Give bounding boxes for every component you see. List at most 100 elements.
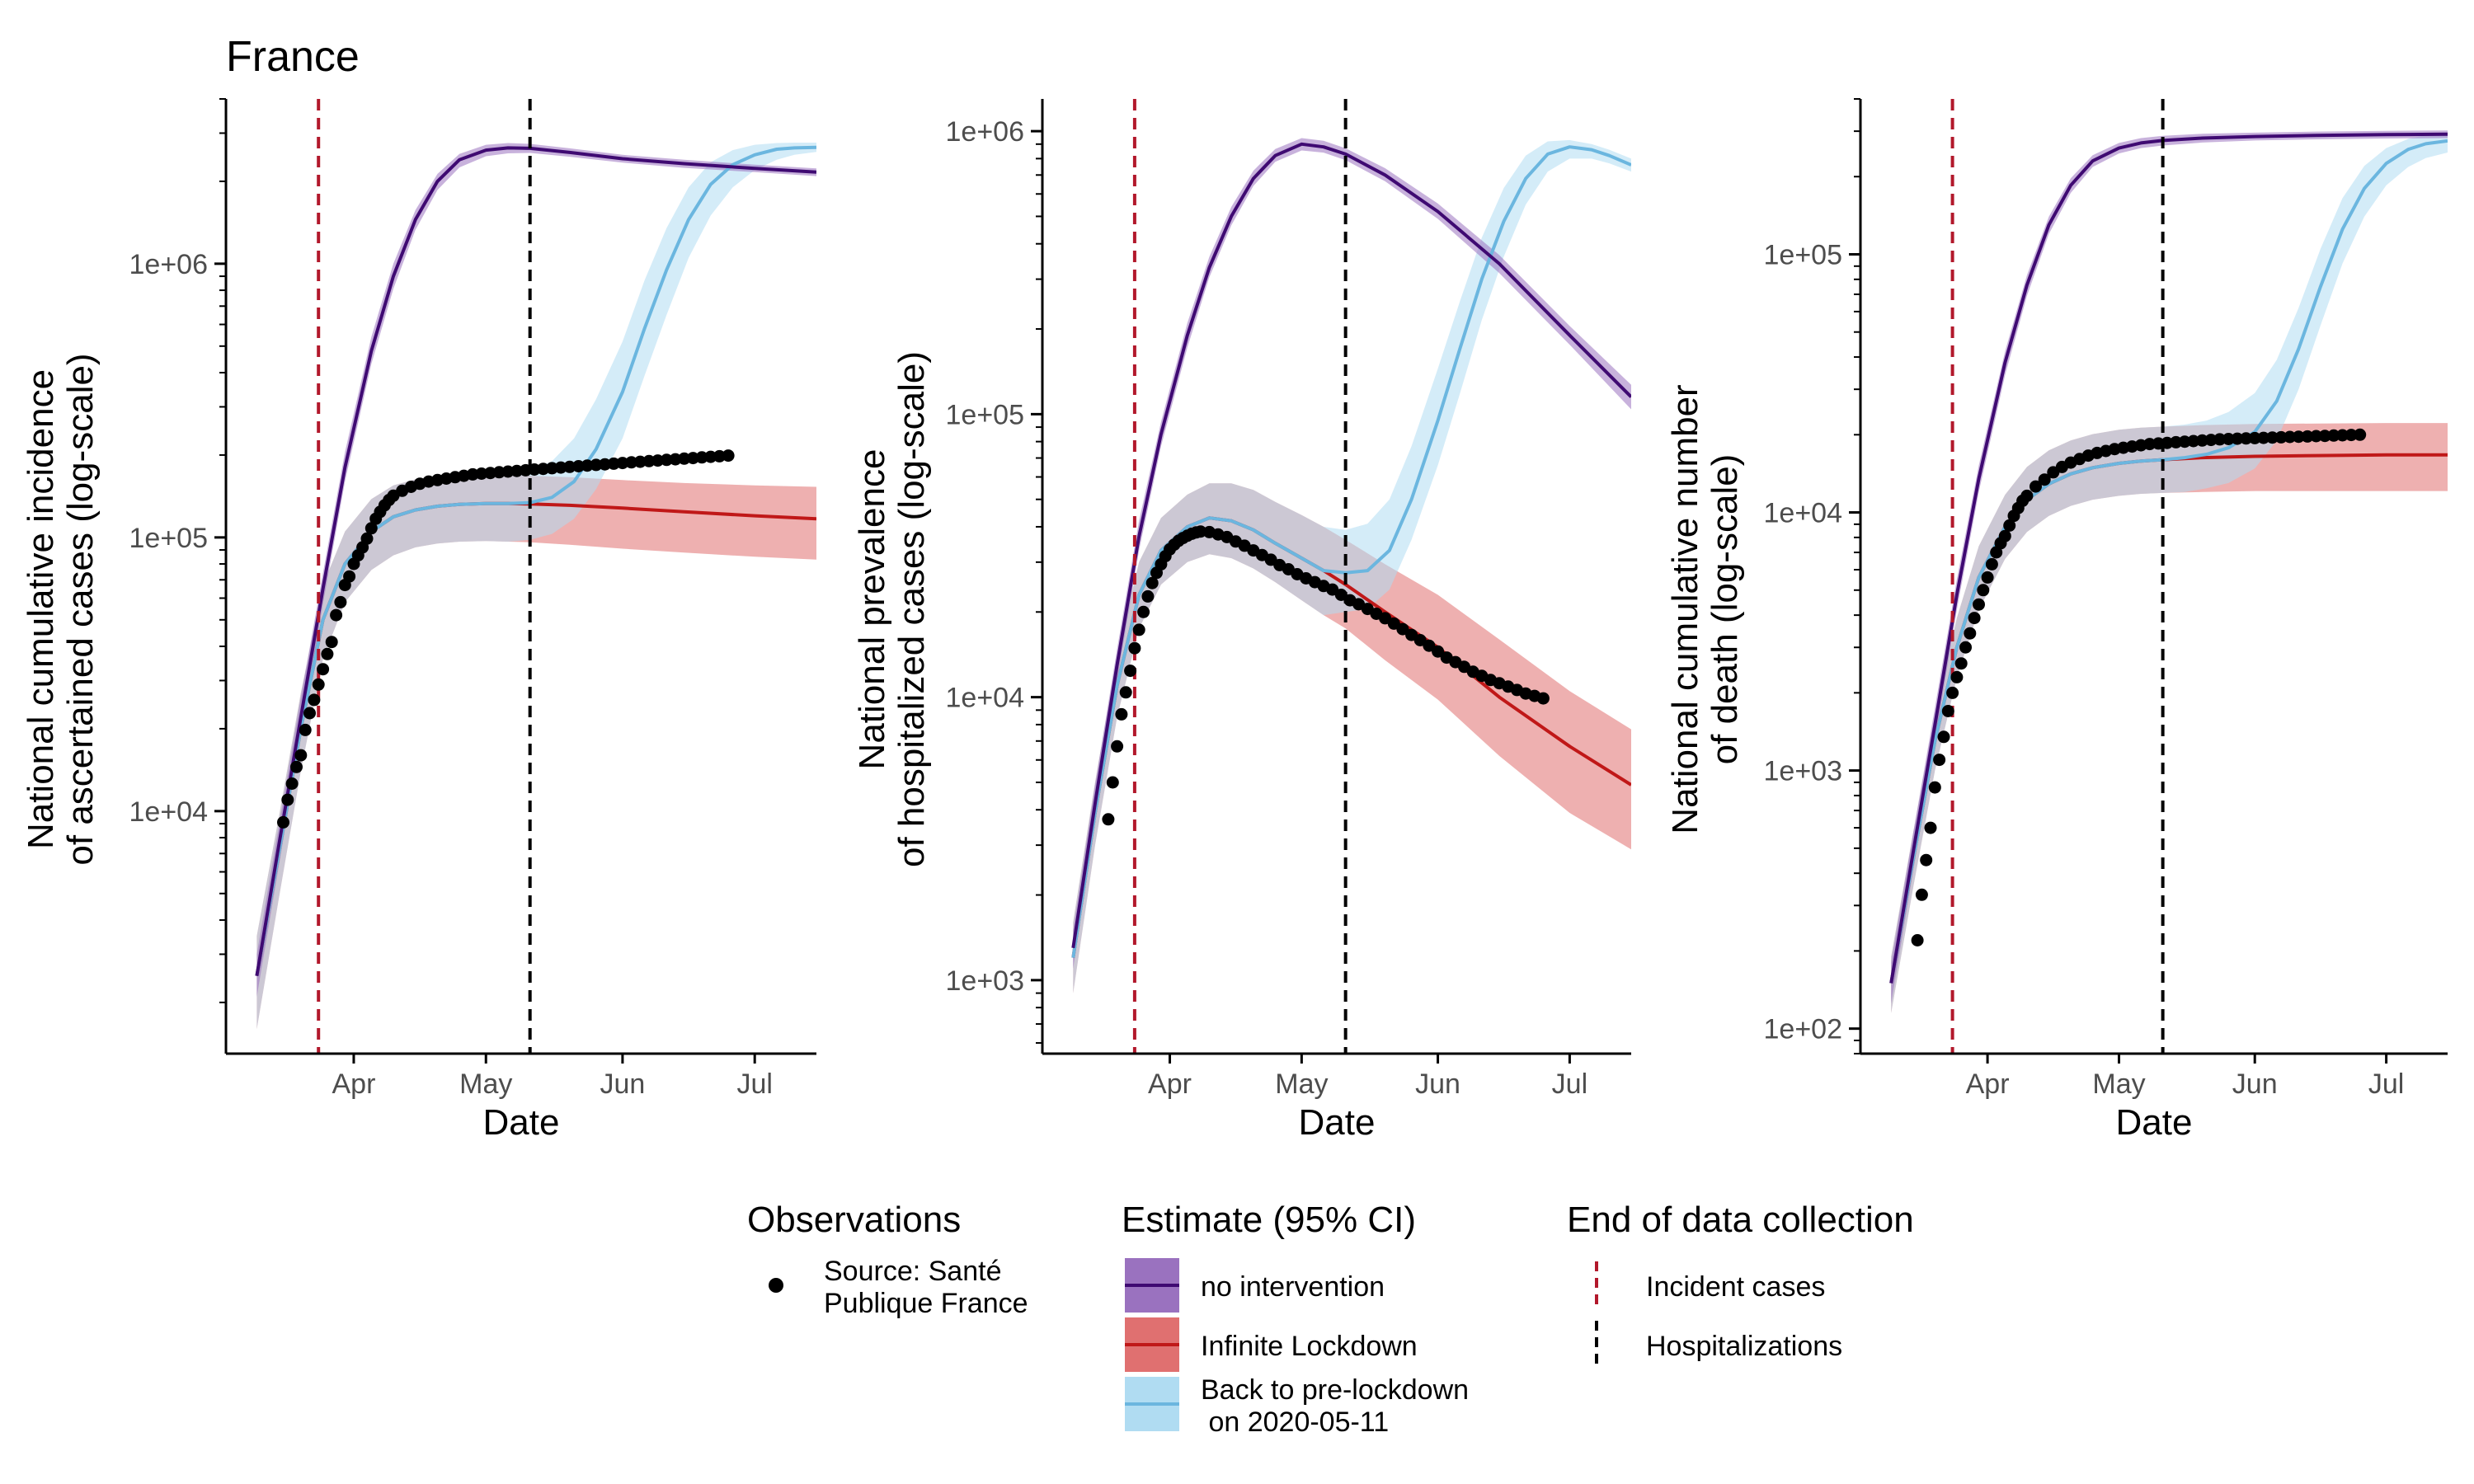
x-tick-label: Jun xyxy=(600,1068,645,1100)
observation-point xyxy=(607,457,620,470)
observation-point xyxy=(1937,730,1950,744)
observation-point xyxy=(1928,781,1941,794)
observation-point xyxy=(1990,546,2003,559)
observation-point xyxy=(2030,480,2042,493)
observation-point xyxy=(2020,489,2034,502)
observation-point xyxy=(651,454,665,467)
observation-point xyxy=(317,663,330,676)
y-tick-label: 1e+06 xyxy=(129,249,209,280)
y-tick-label: 1e+05 xyxy=(129,523,209,554)
legend-end-of-data: End of data collection Incident cases Ho… xyxy=(1567,1200,1914,1370)
panel-cumulative-deaths: 1e+02 1e+03 1e+04 1e+05 Apr May Jun Jul Date Nati… xyxy=(1665,98,2448,1143)
observation-point xyxy=(1432,645,1445,658)
observation-point xyxy=(669,453,682,466)
legend-prelockdown-label-line-2: on 2020-05-11 xyxy=(1201,1407,1389,1438)
observation-point xyxy=(2213,433,2227,446)
y-tick-label: 1e+04 xyxy=(1764,498,1843,529)
observation-point xyxy=(330,608,343,622)
observation-point xyxy=(1102,813,1115,826)
panel-hospital-prevalence: 1e+03 1e+04 1e+05 1e+06 Apr May Jun Jul Date Nati… xyxy=(852,99,1631,1143)
observation-point xyxy=(1915,888,1928,901)
observation-point xyxy=(625,456,638,469)
x-tick-label: Jul xyxy=(1552,1068,1587,1100)
observation-point xyxy=(1920,853,1933,866)
observation-point xyxy=(660,453,673,467)
figure-title: France xyxy=(226,33,360,81)
observation-point xyxy=(1977,584,1990,597)
observation-point xyxy=(365,522,378,535)
observation-point xyxy=(1413,634,1427,646)
y-axis-title: National cumulative numberof death (log-… xyxy=(1665,384,1745,834)
observation-point xyxy=(1924,821,1937,834)
legend-no-intervention-label: no intervention xyxy=(1201,1271,1385,1303)
legend-estimate: Estimate (95% CI) no intervention Infini… xyxy=(1122,1200,1469,1438)
x-tick-label: Jun xyxy=(2232,1068,2278,1100)
legend: Observations Source: Santé Publique Fran… xyxy=(747,1200,1914,1438)
legend-lockdown-label: Infinite Lockdown xyxy=(1201,1331,1418,1362)
observation-point xyxy=(1950,670,1964,683)
x-tick-label: May xyxy=(1275,1068,1328,1100)
observation-point xyxy=(537,463,550,476)
observation-point xyxy=(2327,429,2340,442)
observation-point xyxy=(590,458,603,472)
observation-point xyxy=(1536,692,1550,705)
observation-point xyxy=(2038,473,2051,486)
x-axis-title: Date xyxy=(483,1102,560,1143)
observation-point xyxy=(2222,433,2235,445)
observation-point xyxy=(2257,431,2270,444)
observation-point xyxy=(1141,589,1155,603)
observation-point xyxy=(686,452,699,465)
observation-point xyxy=(2354,428,2367,441)
legend-observations: Observations Source: Santé Publique Fran… xyxy=(747,1200,1028,1319)
observation-point xyxy=(466,467,479,481)
observation-point xyxy=(334,595,347,608)
observation-point xyxy=(294,749,308,762)
observation-point xyxy=(281,793,294,806)
observation-point xyxy=(2301,430,2314,443)
observation-point xyxy=(1128,641,1141,655)
observation-point xyxy=(2345,429,2358,442)
observation-point xyxy=(2161,436,2174,449)
observation-point xyxy=(1423,639,1436,652)
observation-point xyxy=(1954,657,1968,670)
legend-incident-label: Incident cases xyxy=(1646,1271,1825,1303)
y-tick-label: 1e+05 xyxy=(1764,239,1843,270)
observation-point xyxy=(1911,934,1924,946)
observation-point xyxy=(1981,571,1994,584)
observation-point xyxy=(563,460,576,473)
legend-observation-point xyxy=(769,1278,783,1293)
observation-point xyxy=(2336,429,2349,442)
y-tick-label: 1e+03 xyxy=(1764,756,1843,787)
observation-point xyxy=(1132,623,1145,636)
observation-point xyxy=(1115,707,1128,721)
panel-cumulative-incidence: 1e+04 1e+05 1e+06 Apr May Jun Jul Date National … xyxy=(21,98,816,1143)
x-tick-label: Jul xyxy=(2368,1068,2404,1100)
series-line-no-intervention xyxy=(1889,132,2448,984)
observation-point xyxy=(501,465,515,478)
observation-point xyxy=(599,458,611,471)
observation-point xyxy=(492,466,506,479)
observation-point xyxy=(1941,705,1954,717)
observation-point xyxy=(722,449,735,463)
x-tick-label: May xyxy=(459,1068,512,1100)
x-axis-title: Date xyxy=(1299,1102,1376,1143)
observation-point xyxy=(1334,589,1348,601)
series-line-no-intervention xyxy=(255,146,816,977)
observation-point xyxy=(1933,754,1946,767)
observation-point xyxy=(1106,776,1119,789)
y-tick-label: 1e+02 xyxy=(1764,1014,1843,1045)
legend-observation-label-line-1: Source: Santé xyxy=(824,1256,1001,1287)
observation-point xyxy=(1124,665,1137,678)
y-tick-label: 1e+04 xyxy=(946,683,1025,714)
observation-point xyxy=(321,647,334,660)
observation-point xyxy=(308,693,321,707)
observation-point xyxy=(678,452,691,465)
observation-point xyxy=(1973,598,1985,611)
observation-point xyxy=(581,459,594,472)
x-tick-label: May xyxy=(2092,1068,2145,1100)
observation-point xyxy=(1111,740,1124,753)
observation-point xyxy=(2231,432,2244,445)
y-tick-label: 1e+03 xyxy=(946,965,1025,997)
y-tick-label: 1e+04 xyxy=(129,796,209,828)
observation-point xyxy=(2003,519,2016,532)
